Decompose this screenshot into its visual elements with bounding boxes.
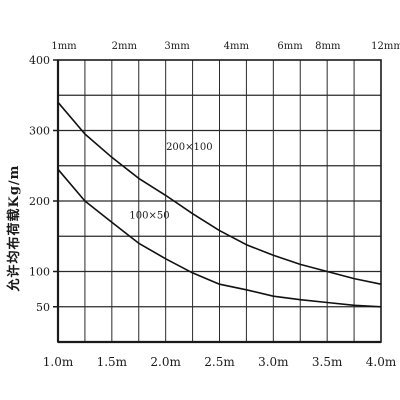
tick-labels: 50 100 200 300 400 1.0m 1.5m 2.0m 2.5m 3.0m 3.5m 4.… [29,41,400,369]
x-tick-label: 1.0m [43,355,74,369]
y-tick-label: 100 [29,266,50,279]
y-tick-label: 400 [29,54,50,67]
x-tick-label: 1.5m [97,355,128,369]
x-tick-label: 2.5m [204,355,235,369]
top-tick-label: 12mm [371,41,400,52]
top-tick-label: 8mm [315,41,341,52]
grid [58,60,381,342]
y-tick-label: 200 [29,195,50,208]
series-lines [57,101,382,308]
y-axis-label: 允许均布荷载Kg/m [6,165,22,293]
top-tick-label: 3mm [164,41,190,52]
x-tick-label: 3.0m [258,355,289,369]
x-tick-label: 4.0m [366,355,397,369]
y-tick-label: 300 [29,125,50,138]
top-tick-label: 1mm [51,41,77,52]
axes [53,59,382,344]
x-tick-label: 3.5m [312,355,343,369]
series-label: 100×50 [129,211,169,222]
x-tick-label: 2.0m [150,355,181,369]
y-tick-label: 50 [36,301,50,314]
top-tick-label: 4mm [224,41,250,52]
top-tick-label: 6mm [277,41,303,52]
top-tick-label: 2mm [112,41,138,52]
series-line-1 [57,101,382,285]
series-line-2 [57,168,382,308]
series-label: 200×100 [166,142,213,153]
